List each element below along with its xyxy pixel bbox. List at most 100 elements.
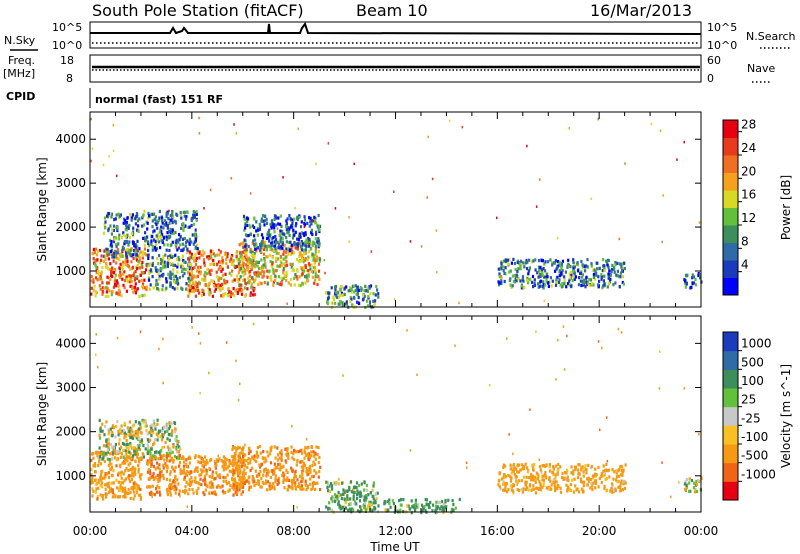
power-cell	[600, 275, 603, 279]
velocity-cell	[151, 492, 154, 496]
velocity-cell	[410, 499, 413, 503]
power-cell	[161, 240, 164, 244]
power-cell	[135, 215, 138, 219]
velocity-cell	[529, 475, 532, 479]
power-cell	[500, 261, 503, 266]
velocity-cell	[610, 487, 613, 491]
velocity-cell	[97, 480, 100, 485]
velocity-cell	[352, 491, 355, 495]
power-cell	[266, 275, 269, 279]
power-cell	[151, 261, 154, 266]
power-cell	[341, 293, 344, 297]
velocity-noise-cell	[454, 344, 456, 347]
velocity-cell	[123, 436, 126, 440]
power-cell	[236, 264, 239, 268]
power-cell	[560, 266, 563, 271]
power-cell	[255, 220, 258, 224]
power-cell	[607, 276, 610, 280]
power-cell	[173, 219, 176, 223]
power-cell	[94, 258, 97, 263]
velocity-cell	[162, 474, 165, 478]
velocity-cell	[300, 465, 303, 469]
power-cell	[296, 237, 299, 241]
velocity-cell	[452, 508, 455, 512]
power-cell	[281, 246, 284, 250]
power-cell	[308, 238, 311, 242]
velocity-cell	[290, 445, 293, 449]
velocity-cell	[248, 481, 251, 485]
power-cell	[119, 270, 122, 274]
power-cell	[170, 243, 173, 247]
velocity-cell	[116, 450, 119, 454]
power-cell	[164, 264, 167, 268]
power-noise-cell	[461, 125, 464, 129]
power-cell	[211, 294, 214, 298]
power-cell	[131, 213, 134, 217]
power-cell	[261, 266, 264, 270]
power-cell	[198, 256, 201, 260]
nsearch-tick-top: 10^5	[707, 21, 737, 34]
velocity-cell	[555, 480, 558, 484]
power-cell	[196, 247, 199, 251]
velocity-cell	[96, 494, 99, 499]
power-cell	[244, 243, 247, 247]
velocity-noise-cell	[199, 391, 201, 395]
power-cell	[95, 267, 98, 271]
velocity-cell	[236, 469, 239, 473]
velocity-cell	[356, 489, 359, 493]
power-cell	[580, 283, 583, 288]
power-noise-cell	[370, 250, 373, 253]
power-cell	[110, 232, 113, 236]
velocity-cell	[166, 490, 169, 494]
velocity-cell	[294, 486, 297, 490]
velocity-cell	[119, 431, 122, 435]
power-cell	[101, 292, 104, 296]
power-cell	[170, 255, 173, 259]
power-cell	[191, 290, 194, 294]
power-cell	[281, 237, 284, 241]
velocity-cell	[583, 480, 586, 484]
velocity-cell	[228, 461, 231, 465]
power-cell	[308, 216, 311, 220]
velocity-cell	[139, 430, 142, 434]
velocity-cell	[581, 465, 584, 469]
velocity-cell	[579, 479, 583, 484]
velocity-cell	[97, 486, 100, 490]
power-cell	[189, 289, 192, 293]
velocity-cell	[114, 456, 117, 460]
velocity-cell	[104, 425, 107, 429]
power-cell	[109, 212, 112, 216]
power-cell	[502, 269, 505, 273]
velocity-cell	[167, 454, 170, 458]
power-cell	[315, 274, 318, 278]
power-cell	[228, 271, 231, 275]
power-cell	[241, 289, 244, 293]
velocity-cell	[196, 469, 199, 473]
power-cell	[512, 279, 515, 284]
power-cell	[314, 278, 317, 282]
x-tick-label: 20:00	[582, 524, 617, 538]
power-cell	[103, 254, 106, 258]
power-cell	[572, 258, 575, 262]
power-cell	[250, 260, 253, 264]
velocity-cell	[231, 463, 234, 467]
velocity-cell	[159, 452, 162, 456]
power-cell	[341, 301, 344, 305]
power-cell	[269, 222, 272, 226]
power-cell	[619, 271, 623, 275]
power-cell	[143, 209, 146, 213]
power-cell	[289, 245, 292, 249]
velocity-cell	[174, 480, 177, 484]
power-cell	[256, 264, 259, 268]
power-cell	[252, 254, 255, 259]
power-cell	[307, 236, 310, 241]
power-cell	[138, 247, 141, 251]
velocity-cell	[172, 467, 175, 471]
power-cell	[169, 276, 172, 281]
power-cell	[107, 257, 110, 261]
velocity-cell	[174, 465, 177, 469]
velocity-cell	[307, 452, 310, 456]
power-cell	[256, 246, 259, 250]
power-cell	[498, 272, 501, 276]
power-cell	[327, 296, 330, 300]
